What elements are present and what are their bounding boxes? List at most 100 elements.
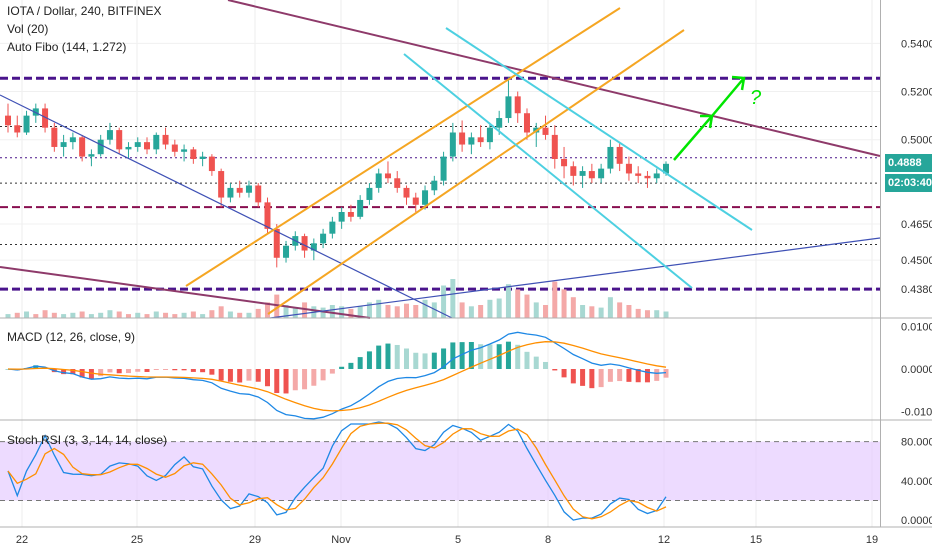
volume-bar bbox=[255, 308, 261, 318]
candle-body bbox=[245, 185, 252, 193]
candle-body bbox=[190, 149, 197, 159]
macd-histogram-bar bbox=[246, 369, 252, 381]
projection-arrow-2 bbox=[711, 77, 745, 117]
candle-body bbox=[208, 156, 215, 172]
macd-histogram-bar bbox=[33, 365, 39, 369]
candle-body bbox=[125, 146, 132, 150]
macd-histogram-bar bbox=[339, 366, 345, 369]
macd-histogram-bar bbox=[404, 348, 410, 369]
macd-histogram-bar bbox=[153, 369, 159, 370]
volume-bar bbox=[88, 314, 94, 318]
pane-separators[interactable] bbox=[0, 0, 932, 528]
volume-bar bbox=[626, 305, 632, 318]
candle-body bbox=[88, 154, 95, 157]
volume-bar bbox=[431, 302, 437, 318]
candle-body bbox=[561, 159, 568, 167]
candle-body bbox=[449, 132, 456, 157]
volume-bar bbox=[366, 302, 372, 318]
candle-body bbox=[644, 175, 651, 179]
rsi-tick-label: 80.0000 bbox=[901, 437, 932, 449]
macd-histogram-bar bbox=[552, 369, 558, 371]
volume-bar bbox=[5, 314, 11, 318]
macd-histogram-bar bbox=[626, 369, 632, 382]
volume-bar bbox=[33, 314, 39, 318]
candle-body bbox=[496, 118, 503, 128]
macd-histogram-bar bbox=[607, 369, 613, 382]
volume-bar bbox=[153, 311, 159, 318]
macd-histogram-bar bbox=[478, 344, 484, 369]
stoch-d-line bbox=[7, 422, 667, 520]
volume-bar bbox=[385, 305, 391, 318]
rsi-tick-label: 0.0000 bbox=[901, 515, 932, 527]
stoch-k-line bbox=[7, 421, 667, 521]
macd-tick-label: 0.0100 bbox=[901, 321, 932, 333]
candle-body bbox=[440, 156, 447, 181]
candle-body bbox=[384, 173, 391, 179]
price-tick-label: 0.5000 bbox=[901, 135, 932, 147]
macd-histogram-bar bbox=[635, 369, 641, 383]
candle-body bbox=[218, 171, 225, 198]
volume-bar bbox=[580, 305, 586, 318]
macd-signal-line bbox=[7, 341, 667, 412]
volume-bar bbox=[515, 289, 521, 318]
candle-body bbox=[375, 173, 382, 188]
macd-histogram-bar bbox=[543, 361, 549, 369]
volume-bar bbox=[218, 306, 224, 318]
autofibo-indicator-label: Auto Fibo (144, 1.272) bbox=[7, 40, 127, 54]
candle-body bbox=[301, 236, 308, 251]
time-tick-label: 29 bbox=[249, 534, 261, 546]
descending-blue-line bbox=[0, 94, 453, 319]
volume-bar bbox=[320, 307, 326, 318]
candle-body bbox=[79, 137, 86, 157]
volume-bars bbox=[5, 279, 669, 318]
cyan-channel-lower bbox=[403, 53, 693, 289]
macd-histogram-bar bbox=[515, 344, 521, 369]
stoch-rsi-pane bbox=[0, 421, 880, 521]
candle-body bbox=[663, 163, 669, 174]
macd-histogram-bar bbox=[70, 369, 76, 375]
candle-body bbox=[412, 197, 419, 205]
time-tick-label: 8 bbox=[545, 534, 551, 546]
macd-histogram-bar bbox=[468, 341, 474, 369]
price-axis[interactable]: 0.5400 0.5200 0.5000 0.4650 0.4500 0.4380 0.01… bbox=[901, 38, 932, 527]
macd-histogram-bar bbox=[617, 369, 623, 382]
candle-body bbox=[653, 173, 660, 179]
macd-histogram-bar bbox=[524, 351, 530, 369]
macd-label: MACD (12, 26, close, 9) bbox=[7, 330, 136, 344]
candlesticks[interactable] bbox=[5, 77, 669, 268]
candle-body bbox=[42, 108, 49, 128]
candle-body bbox=[616, 146, 623, 164]
candle-body bbox=[551, 134, 558, 159]
macd-histogram-bar bbox=[589, 369, 595, 389]
time-axis[interactable]: 22 25 29 Nov 5 8 12 15 19 bbox=[16, 534, 878, 546]
macd-histogram-bar bbox=[505, 341, 511, 369]
candle-body bbox=[394, 178, 401, 188]
macd-histogram-bar bbox=[385, 343, 391, 369]
volume-bar bbox=[617, 302, 623, 318]
candle-body bbox=[338, 212, 345, 222]
orange-channel-upper bbox=[185, 7, 621, 287]
stoch-rsi-label: Stoch RSI (3, 3, 14, 14, close) bbox=[7, 433, 168, 447]
candle-body bbox=[347, 212, 354, 217]
candle-body bbox=[51, 127, 58, 147]
volume-bar bbox=[200, 314, 206, 318]
candle-body bbox=[23, 115, 30, 133]
macd-histogram-bar bbox=[107, 369, 113, 373]
descending-resistance-line bbox=[227, 0, 881, 157]
time-tick-label: 22 bbox=[16, 534, 28, 546]
volume-bar bbox=[422, 299, 428, 318]
macd-histogram-bar bbox=[348, 362, 354, 369]
trend-drawings[interactable]: ? bbox=[0, 0, 881, 319]
macd-histogram-bar bbox=[413, 352, 419, 369]
volume-bar bbox=[561, 289, 567, 318]
candle-body bbox=[320, 233, 327, 244]
macd-histogram-bar bbox=[61, 369, 67, 375]
macd-histogram-bar bbox=[450, 342, 456, 369]
macd-histogram-bar bbox=[274, 369, 280, 394]
candle-body bbox=[505, 96, 512, 119]
macd-histogram-bar bbox=[357, 357, 363, 369]
volume-bar bbox=[163, 312, 169, 318]
macd-tick-label: -0.0100 bbox=[901, 407, 932, 419]
candle-body bbox=[588, 171, 595, 179]
